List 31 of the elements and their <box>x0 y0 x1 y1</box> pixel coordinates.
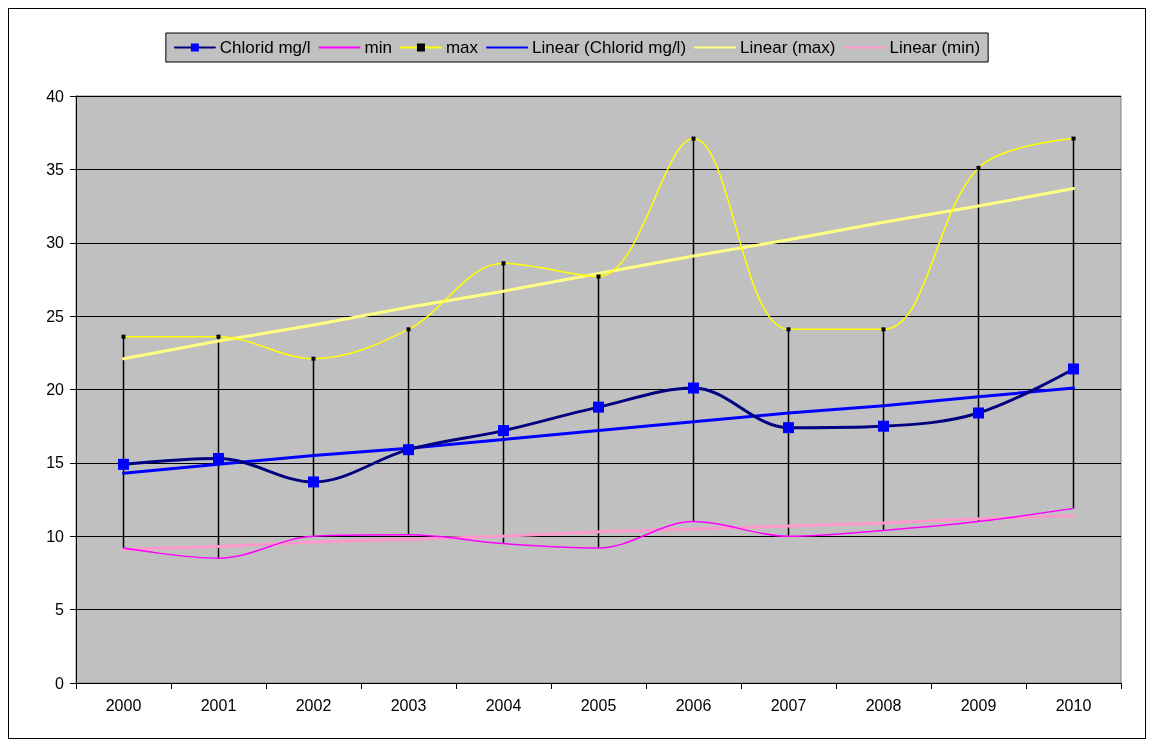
line-series <box>122 186 1075 361</box>
line-series <box>122 514 1075 551</box>
x-tick-label: 2005 <box>580 696 617 714</box>
y-tick-label: 40 <box>46 87 65 105</box>
x-tick-label: 2002 <box>295 696 332 714</box>
point <box>403 444 414 456</box>
y-tick-label: 20 <box>46 381 65 398</box>
y-tick-label: 10 <box>46 527 65 545</box>
legend-label: Linear (max) <box>740 38 836 57</box>
legend-label: Chlorid mg/l <box>219 38 311 57</box>
y-tick-label: 5 <box>55 601 65 619</box>
x-tick-label: 2003 <box>390 696 427 714</box>
legend-label: max <box>445 38 479 57</box>
x-tick-label: 2010 <box>1055 696 1092 714</box>
x-tick-label: 2009 <box>960 696 997 714</box>
line-series <box>122 507 1075 560</box>
y-tick-label: 25 <box>46 307 65 325</box>
line-series <box>122 386 1075 475</box>
x-tick-label: 2008 <box>865 696 902 714</box>
x-tick-label: 2006 <box>675 696 712 714</box>
x-tick-label: 2000 <box>105 696 142 714</box>
x-tick-label: 2001 <box>200 696 237 714</box>
x-tick-label: 2007 <box>770 696 807 714</box>
x-tick-label: 2004 <box>485 696 522 714</box>
y-tick-label: 0 <box>55 674 65 692</box>
y-tick-label: 30 <box>46 234 65 252</box>
legend-label: min <box>364 38 392 57</box>
legend-label: Linear (Chlorid mg/l) <box>532 38 687 57</box>
legend-label: Linear (min) <box>889 38 981 57</box>
y-tick-label: 15 <box>46 454 65 472</box>
y-tick-label: 35 <box>46 160 65 178</box>
